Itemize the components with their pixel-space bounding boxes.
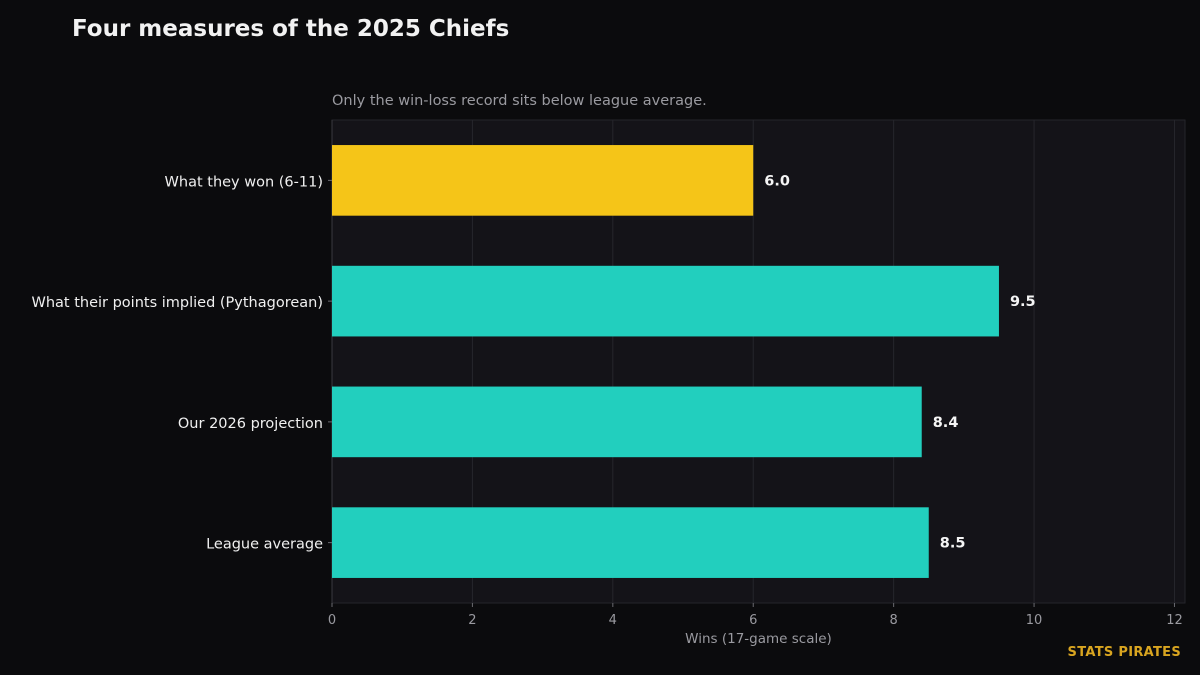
bar: [332, 265, 999, 337]
x-axis-label: Wins (17-game scale): [685, 631, 832, 647]
x-tick-label: 2: [468, 613, 476, 628]
bar-value-label: 8.4: [933, 415, 959, 431]
x-axis-ticks: 0 2 4 6 8 10 12: [328, 603, 1183, 628]
x-tick-label: 12: [1166, 613, 1183, 628]
x-tick-label: 4: [609, 613, 617, 628]
bar-value-label: 8.5: [940, 536, 966, 552]
chart-subtitle: Only the win-loss record sits below leag…: [332, 93, 707, 109]
y-tick-label: What they won (6-11): [165, 174, 323, 190]
x-tick-label: 6: [749, 613, 757, 628]
brand-logo-text: STATS PIRATES: [1067, 645, 1181, 660]
bar: [332, 386, 922, 458]
y-tick-label: Our 2026 projection: [178, 416, 323, 432]
x-tick-label: 10: [1026, 613, 1043, 628]
bar: [332, 145, 754, 216]
x-tick-label: 8: [890, 613, 898, 628]
chart-title: Four measures of the 2025 Chiefs: [72, 16, 510, 42]
bar-value-label: 6.0: [764, 173, 790, 189]
bar: [332, 507, 929, 578]
y-tick-label: What their points implied (Pythagorean): [31, 295, 323, 311]
bars: 6.0 9.5 8.4 8.5: [332, 145, 1036, 578]
y-tick-label: League average: [206, 537, 323, 553]
bar-value-label: 9.5: [1010, 294, 1036, 310]
y-axis-ticks: What they won (6-11) What their points im…: [31, 174, 332, 553]
x-tick-label: 0: [328, 613, 336, 628]
